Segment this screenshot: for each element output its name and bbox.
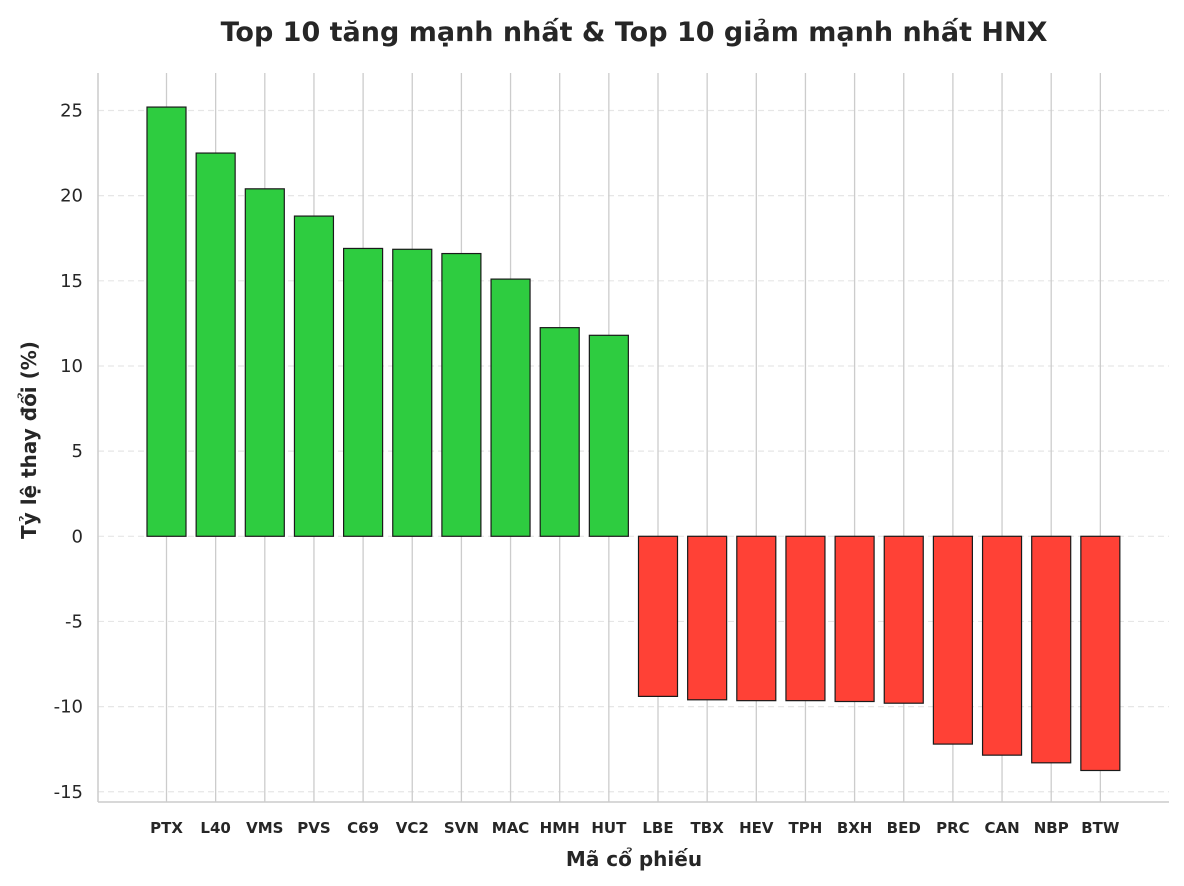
bars-layer — [146, 106, 1121, 772]
y-tick-label: 0 — [72, 526, 83, 547]
bar-vc2 — [392, 248, 433, 537]
bar-btw — [1080, 535, 1121, 772]
y-tick-label: 10 — [60, 356, 83, 377]
bar-pvs — [293, 215, 335, 537]
x-tick-label: BXH — [837, 819, 873, 837]
x-tick-label: NBP — [1034, 819, 1069, 837]
y-tick-label: 20 — [60, 186, 83, 207]
y-tick-label: -10 — [54, 697, 83, 718]
bar-hmh — [539, 327, 580, 537]
x-tick-label: VC2 — [396, 819, 429, 837]
bar-vms — [244, 188, 285, 537]
x-tick-label: L40 — [200, 819, 230, 837]
x-tick-labels: PTX L40 VMS PVS C69 VC2 SVN MAC HMH HUT LBE TBX HEV T… — [150, 819, 1120, 837]
bar-lbe — [637, 535, 679, 697]
bar-hev — [736, 535, 777, 702]
bar-ptx — [146, 106, 187, 537]
bar-can — [981, 535, 1023, 756]
bar-tbx — [687, 535, 728, 701]
x-tick-label: C69 — [347, 819, 379, 837]
bar-nbp — [1031, 535, 1072, 764]
x-tick-label: HMH — [540, 819, 580, 837]
x-tick-label: BTW — [1081, 819, 1120, 837]
x-tick-label: TBX — [691, 819, 725, 837]
bar-svn — [441, 252, 482, 537]
x-tick-label: HEV — [739, 819, 774, 837]
x-tick-label: CAN — [984, 819, 1019, 837]
x-axis-label: Mã cổ phiếu — [566, 847, 702, 871]
bar-c69 — [343, 247, 384, 537]
x-tick-label: MAC — [492, 819, 530, 837]
x-tick-label: LBE — [642, 819, 673, 837]
y-tick-label: 25 — [60, 100, 83, 121]
y-tick-labels: 25 20 15 10 5 0 -5 -10 -15 — [54, 100, 83, 802]
x-tick-label: TPH — [789, 819, 823, 837]
bar-hut — [588, 334, 629, 537]
x-tick-label: PVS — [297, 819, 330, 837]
bar-bed — [883, 535, 924, 704]
x-tick-label: PTX — [150, 819, 183, 837]
y-tick-label: -5 — [65, 611, 83, 632]
x-tick-label: BED — [887, 819, 921, 837]
x-tick-label: PRC — [936, 819, 970, 837]
x-tick-label: HUT — [591, 819, 627, 837]
x-tick-label: VMS — [246, 819, 283, 837]
axis-spines — [97, 73, 1169, 803]
x-tick-label: SVN — [444, 819, 479, 837]
bar-mac — [490, 278, 531, 537]
y-axis-label: Tỷ lệ thay đổi (%) — [17, 341, 41, 539]
y-tick-label: -15 — [54, 782, 83, 803]
y-tick-label: 5 — [72, 441, 83, 462]
y-tick-label: 15 — [60, 271, 83, 292]
bar-tph — [785, 535, 826, 702]
bar-bxh — [834, 535, 875, 703]
chart-title: Top 10 tăng mạnh nhất & Top 10 giảm mạnh… — [221, 17, 1048, 48]
bar-prc — [932, 535, 974, 745]
bar-l40 — [195, 152, 236, 537]
